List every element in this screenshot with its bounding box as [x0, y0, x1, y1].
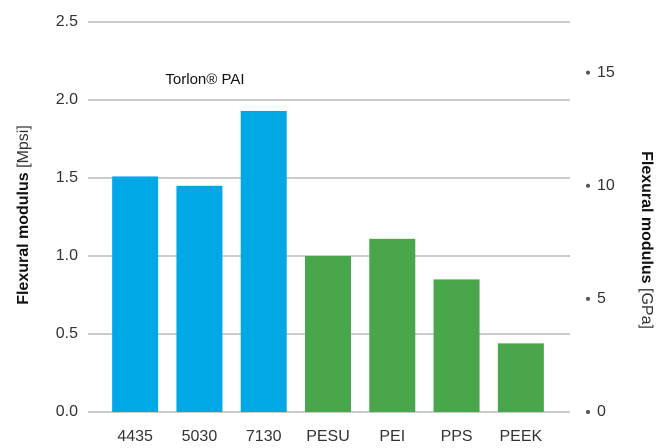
y-tick-label: 2.0: [56, 91, 78, 108]
y-tick-label: 0.5: [56, 325, 78, 342]
y-axis-label-unit: [Mpsi]: [15, 125, 32, 168]
bar: [176, 185, 223, 412]
y2-tick-mark: [586, 183, 590, 188]
annotation: Torlon® PAI: [165, 71, 244, 88]
y2-tick-mark: [586, 70, 590, 75]
y-axis-label-main: Flexural modulus: [15, 172, 32, 305]
bar: [240, 110, 287, 413]
x-tick-label: 4435: [117, 428, 153, 445]
y2-axis-label-unit: [GPa]: [638, 288, 655, 329]
x-tick-label: 5030: [182, 428, 218, 445]
y2-tick-mark: [586, 296, 590, 301]
y-tick-label: 1.5: [56, 169, 78, 186]
bar: [433, 279, 480, 412]
y2-tick-label: 5: [597, 290, 606, 307]
y2-tick-label: 10: [597, 177, 615, 194]
y2-tick-label: 0: [597, 403, 606, 420]
x-tick-label: PPS: [441, 428, 473, 445]
y2-axis-label-main: Flexural modulus: [638, 151, 655, 284]
x-tick-label: PEI: [379, 428, 405, 445]
x-tick-label: PESU: [306, 428, 350, 445]
y-tick-label: 0.0: [56, 403, 78, 420]
bar: [305, 256, 351, 412]
y2-tick-label: 15: [597, 64, 615, 81]
x-tick-label: PEEK: [500, 428, 543, 445]
bar: [369, 238, 416, 412]
y2-tick-mark: [586, 410, 590, 414]
y-axis-label: Flexural modulus [Mpsi]: [15, 125, 32, 305]
y-tick-label: 2.5: [56, 13, 78, 30]
y-tick-label: 1.0: [56, 247, 78, 264]
y2-axis-label: Flexural modulus [GPa]: [638, 151, 655, 329]
bar: [112, 176, 159, 412]
x-tick-label: 7130: [246, 428, 282, 445]
bar: [497, 343, 544, 412]
